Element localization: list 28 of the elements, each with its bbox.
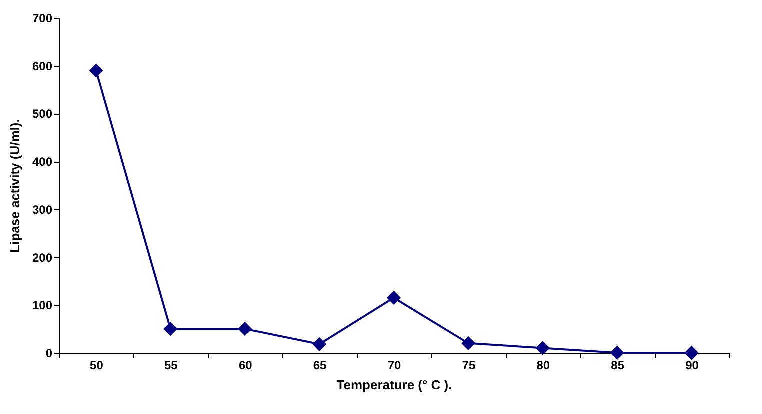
point — [164, 322, 178, 336]
x-tick-label: 75 — [462, 358, 476, 372]
x-axis-title: Temperature (° C ). — [336, 378, 452, 392]
x-tick-label: 90 — [686, 358, 700, 372]
x-tick-label: 60 — [238, 358, 253, 372]
point — [386, 290, 402, 306]
point — [610, 346, 624, 360]
x-tick-label: 80 — [536, 358, 550, 372]
x-tick-label: 70 — [388, 358, 402, 372]
y-axis-title: Lipase activity (U/ml). — [7, 119, 22, 253]
x-tick-label: 85 — [611, 358, 625, 372]
y-tick-label: 600 — [32, 59, 53, 74]
y-tick-label: 700 — [32, 12, 53, 26]
point — [536, 341, 550, 356]
point — [461, 336, 476, 350]
point — [684, 346, 699, 360]
point — [238, 322, 252, 336]
y-tick-label: 200 — [32, 250, 53, 265]
y-tick-label: 500 — [32, 107, 53, 122]
y-tick-label: 400 — [32, 155, 53, 170]
y-tick-label: 100 — [32, 298, 53, 313]
x-tick-label: 55 — [164, 358, 178, 372]
y-tick-label: 300 — [32, 202, 53, 217]
point — [89, 64, 104, 78]
y-tick-label: 0 — [46, 346, 53, 360]
x-tick-label: 50 — [90, 358, 104, 372]
x-tick-label: 65 — [313, 358, 328, 372]
point — [312, 337, 327, 352]
